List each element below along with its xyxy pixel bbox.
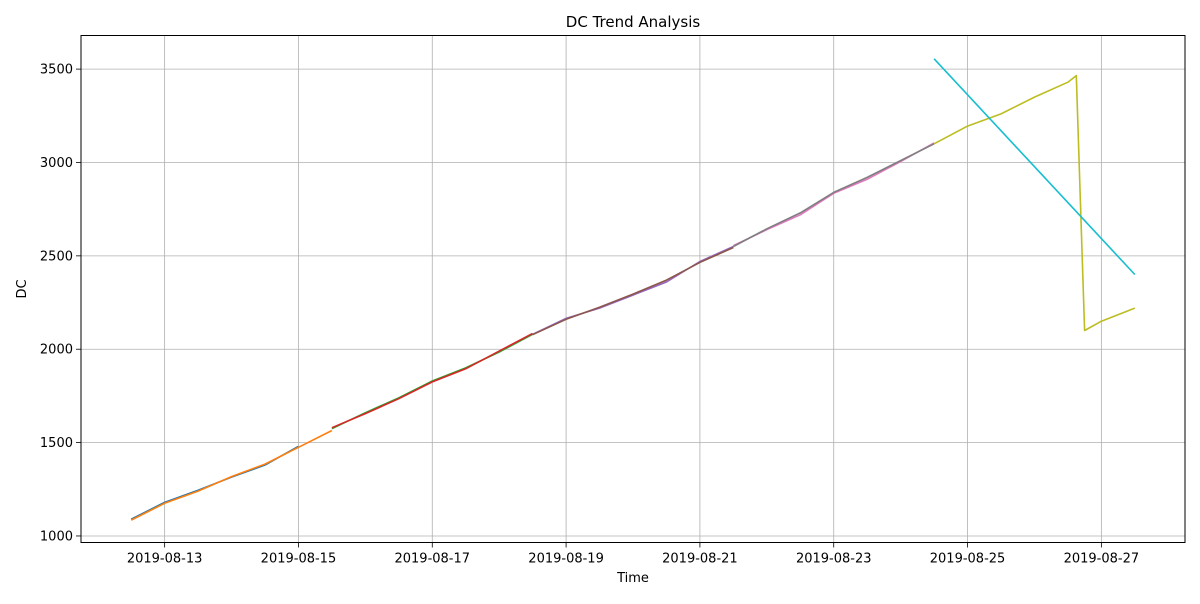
series-line-9 (933, 74, 1136, 332)
plot-frame (80, 35, 1186, 543)
y-axis-ticks: 1000 1500 2000 2500 3000 3500 (40, 63, 81, 544)
series-line-8 (733, 143, 935, 248)
series-line-6 (532, 246, 734, 336)
series-line-5 (532, 245, 734, 336)
y-tick-label: 1500 (40, 436, 73, 451)
y-tick-label: 2000 (40, 343, 73, 358)
x-axis-ticks: 2019-08-13 2019-08-15 2019-08-17 2019-08-19… (127, 542, 1140, 567)
y-tick-label: 1000 (40, 529, 73, 544)
x-tick-label: 2019-08-15 (261, 552, 337, 567)
series-line-2 (130, 429, 333, 521)
y-axis-label: DC (15, 279, 30, 298)
x-tick-label: 2019-08-27 (1064, 552, 1140, 567)
y-tick-label: 2500 (40, 249, 73, 264)
y-tick-label: 3000 (40, 156, 73, 171)
chart-title: DC Trend Analysis (566, 13, 701, 31)
x-axis-label: Time (616, 571, 649, 586)
x-tick-label: 2019-08-19 (528, 552, 604, 567)
series-lines (130, 58, 1136, 521)
series-line-4 (331, 332, 533, 429)
x-tick-label: 2019-08-21 (662, 552, 738, 567)
series-line-10 (933, 58, 1136, 276)
x-tick-label: 2019-08-13 (127, 552, 203, 567)
y-tick-label: 3500 (40, 63, 73, 78)
x-tick-label: 2019-08-23 (796, 552, 872, 567)
x-tick-label: 2019-08-17 (394, 552, 470, 567)
x-tick-label: 2019-08-25 (930, 552, 1006, 567)
grid-lines (81, 35, 1185, 543)
